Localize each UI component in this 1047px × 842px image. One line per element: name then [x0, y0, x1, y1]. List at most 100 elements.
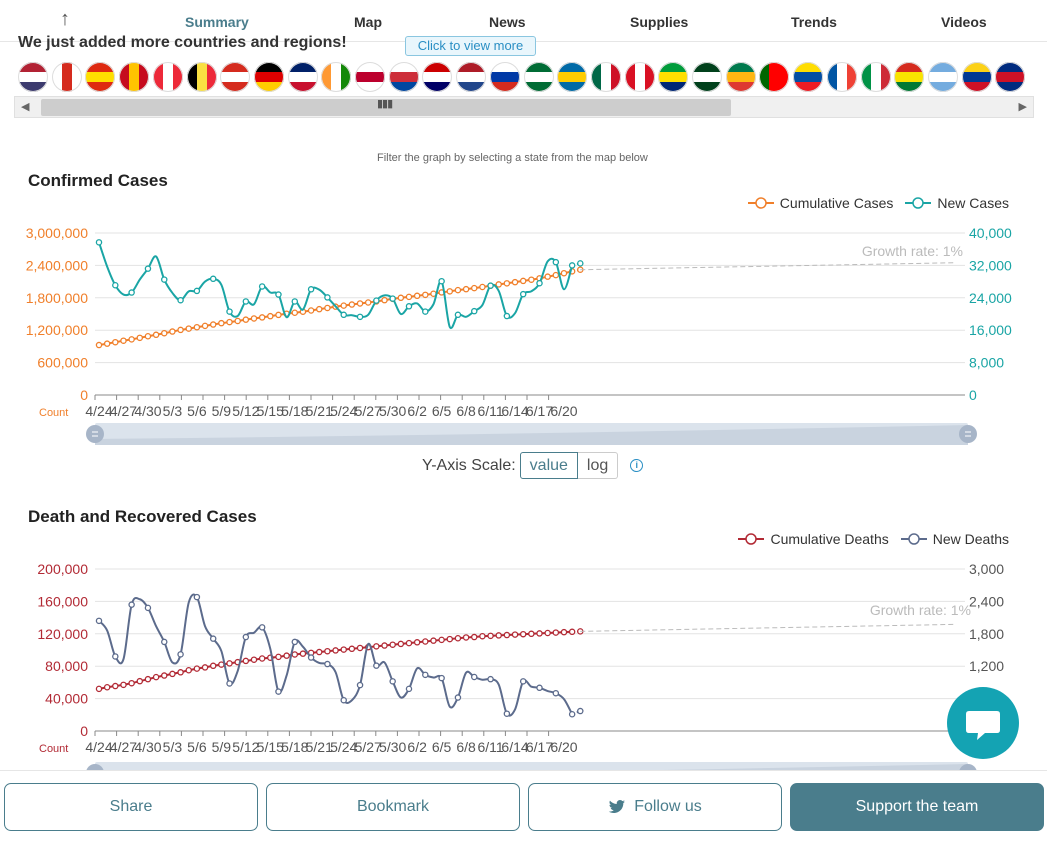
- flag-bo-icon[interactable]: [894, 62, 925, 92]
- data-point: [560, 628, 568, 636]
- flag-mx-icon[interactable]: [590, 62, 621, 92]
- tab-map[interactable]: Map: [354, 14, 382, 30]
- legend-new-deaths-label: New Deaths: [932, 531, 1009, 547]
- grip-icon: ▮▮▮: [377, 98, 393, 110]
- follow-us-button[interactable]: Follow us: [528, 783, 782, 831]
- y-right-tick-label: 40,000: [969, 225, 1012, 241]
- flag-kr-icon[interactable]: [388, 62, 419, 92]
- confirmed-legend: Cumulative Cases New Cases: [736, 195, 1009, 211]
- data-point: [405, 293, 413, 301]
- data-point: [324, 660, 331, 668]
- flag-ec-icon[interactable]: [793, 62, 824, 92]
- flag-scrollbar[interactable]: ◀ ▮▮▮ ▶: [14, 96, 1034, 118]
- flag-gb-icon[interactable]: [287, 62, 318, 92]
- flag-sa-icon[interactable]: [523, 62, 554, 92]
- x-tick-label: 6/2: [407, 739, 427, 755]
- confirmed-cases-chart[interactable]: 0 600,000 1,200,000 1,800,000 2,400,000 3,000…: [0, 220, 1047, 450]
- data-point: [503, 312, 511, 320]
- scrollbar-thumb[interactable]: [41, 99, 731, 116]
- flag-cr-icon[interactable]: [995, 62, 1026, 92]
- data-point: [316, 648, 323, 656]
- y-left-axis-label: Count: [39, 743, 68, 755]
- flag-za-icon[interactable]: [725, 62, 756, 92]
- flag-se-icon[interactable]: [557, 62, 588, 92]
- flag-ar-icon[interactable]: [927, 62, 958, 92]
- share-button[interactable]: Share: [4, 783, 258, 831]
- confirmed-cases-title: Confirmed Cases: [28, 171, 168, 190]
- flag-de-icon[interactable]: [253, 62, 284, 92]
- data-point: [422, 671, 429, 679]
- flag-nl-icon[interactable]: [456, 62, 487, 92]
- y-right-tick-label: 1,200: [969, 658, 1004, 674]
- tab-trends[interactable]: Trends: [791, 14, 837, 30]
- y-right-tick-label: 0: [969, 387, 977, 403]
- x-tick-label: 6/5: [432, 403, 452, 419]
- data-point: [258, 624, 266, 631]
- tab-news[interactable]: News: [489, 14, 526, 30]
- data-point: [152, 331, 160, 339]
- x-tick-label: 5/27: [355, 403, 382, 419]
- flag-pe-icon[interactable]: [624, 62, 655, 92]
- flag-jp-icon[interactable]: [355, 62, 385, 92]
- support-team-button[interactable]: Support the team: [790, 783, 1044, 831]
- flag-my-icon[interactable]: [422, 62, 453, 92]
- legend-cumulative-cases-label: Cumulative Cases: [779, 195, 894, 211]
- flag-in-icon[interactable]: [321, 62, 352, 92]
- x-tick-label: 5/27: [355, 739, 382, 755]
- flag-pk-icon[interactable]: [692, 62, 722, 92]
- scroll-left-icon[interactable]: ◀: [21, 101, 30, 113]
- scale-log-button[interactable]: log: [577, 452, 619, 479]
- data-point: [226, 308, 233, 315]
- flag-at-icon[interactable]: [152, 62, 183, 92]
- data-point: [487, 675, 494, 683]
- data-point: [356, 300, 364, 307]
- legend-cumulative-deaths[interactable]: Cumulative Deaths: [738, 531, 889, 547]
- legend-new-deaths[interactable]: New Deaths: [900, 531, 1009, 547]
- flag-es-icon[interactable]: [119, 62, 150, 92]
- data-point: [397, 294, 405, 302]
- bookmark-button[interactable]: Bookmark: [266, 783, 520, 831]
- tab-supplies[interactable]: Supplies: [630, 14, 689, 30]
- scroll-right-icon[interactable]: ▶: [1018, 101, 1027, 113]
- data-point: [479, 283, 486, 291]
- data-point: [446, 288, 454, 295]
- scroll-to-top-icon[interactable]: ↑: [60, 8, 70, 30]
- legend-cumulative-cases[interactable]: Cumulative Cases: [747, 195, 894, 211]
- info-icon[interactable]: i: [630, 459, 644, 472]
- flag-ru-icon[interactable]: [489, 62, 520, 92]
- data-point: [324, 294, 331, 301]
- legend-new-cases-label: New Cases: [937, 195, 1009, 211]
- flag-ca-icon[interactable]: [51, 62, 82, 92]
- data-point: [161, 329, 168, 337]
- legend-new-cases[interactable]: New Cases: [905, 195, 1009, 211]
- flag-it-icon[interactable]: [860, 62, 891, 92]
- range-slider-preview: [663, 764, 968, 770]
- data-point: [307, 307, 315, 314]
- data-point: [267, 312, 274, 320]
- tab-videos[interactable]: Videos: [941, 14, 987, 30]
- data-point: [161, 276, 168, 283]
- scale-value-button[interactable]: value: [519, 452, 578, 479]
- data-point: [324, 304, 331, 312]
- chat-button[interactable]: [947, 687, 1019, 759]
- data-point: [389, 641, 396, 648]
- view-more-button[interactable]: Click to view more: [405, 36, 536, 56]
- y-left-tick-label: 2,400,000: [26, 257, 88, 273]
- flag-be-icon[interactable]: [186, 62, 217, 92]
- death-recovered-chart[interactable]: 0 40,000 80,000 120,000 160,000 200,000 1,200 1…: [0, 556, 1047, 770]
- flag-pt-icon[interactable]: [759, 62, 790, 92]
- flag-fr-icon[interactable]: [826, 62, 857, 92]
- tab-summary[interactable]: Summary: [185, 14, 249, 30]
- data-point: [299, 650, 307, 657]
- flag-co-icon[interactable]: [961, 62, 992, 92]
- y-right-tick-label: 24,000: [969, 290, 1012, 306]
- data-point: [552, 629, 560, 636]
- flag-br-icon[interactable]: [658, 62, 689, 92]
- data-point: [185, 325, 192, 332]
- data-point: [275, 688, 282, 695]
- y-right-tick-label: 16,000: [969, 322, 1012, 338]
- flag-us-icon[interactable]: [18, 62, 48, 92]
- data-point: [487, 282, 494, 289]
- flag-cn-icon[interactable]: [85, 62, 116, 92]
- flag-ch-icon[interactable]: [220, 62, 251, 92]
